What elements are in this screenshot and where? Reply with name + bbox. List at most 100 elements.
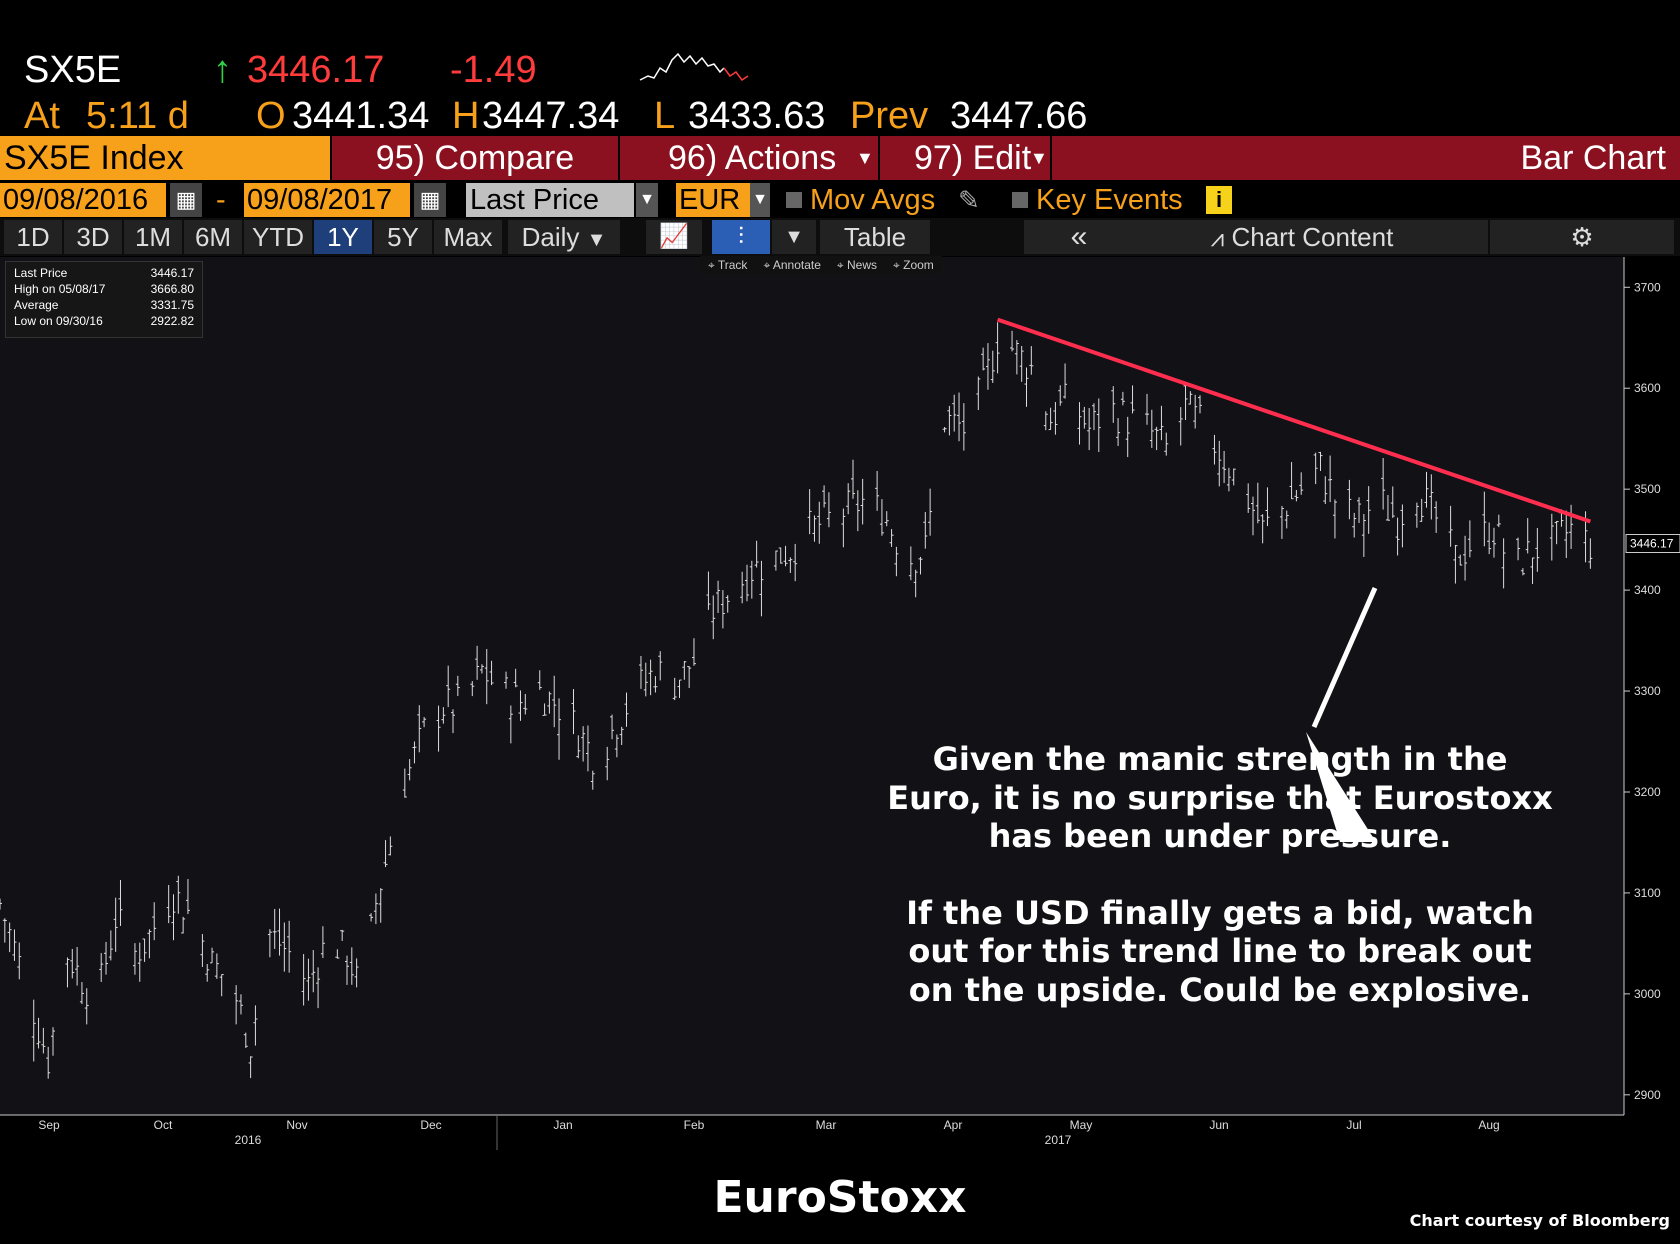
edit-menu[interactable]: 97) Edit ▼ xyxy=(880,136,1050,180)
period-button-6m[interactable]: 6M xyxy=(184,220,242,254)
caret-down-icon[interactable]: ▼ xyxy=(772,220,816,254)
x-tick-label: Sep xyxy=(38,1118,60,1132)
x-tick-label: Nov xyxy=(286,1118,307,1132)
open-value: 3441.34 xyxy=(292,95,430,137)
last-value-label: 3446.17 xyxy=(1630,537,1674,551)
security-field[interactable]: SX5E Index xyxy=(0,136,330,180)
info-icon[interactable]: i xyxy=(1206,186,1232,214)
x-tick-label: Jun xyxy=(1209,1118,1228,1132)
period-button-1d[interactable]: 1D xyxy=(4,220,62,254)
annotation-line: Euro, it is no surprise that Eurostoxx xyxy=(887,778,1553,817)
year-label: 2016 xyxy=(235,1133,262,1147)
high-label: H xyxy=(452,95,480,137)
date-to-input[interactable]: 09/08/2017 xyxy=(244,183,410,217)
y-tick-label: 3700 xyxy=(1634,280,1661,294)
annotation-arrow-head xyxy=(1306,732,1376,842)
quote-time: 5:11 d xyxy=(86,95,189,137)
line-chart-icon[interactable]: 📈 xyxy=(646,220,702,254)
open-label: O xyxy=(256,95,286,137)
chart-content-button[interactable]: ⩘ Chart Content xyxy=(1116,220,1488,254)
actions-label: 96) Actions xyxy=(668,139,837,177)
prev-label: Prev xyxy=(850,95,929,137)
calendar-icon[interactable]: ▦ xyxy=(170,183,202,217)
trend-line xyxy=(996,317,1592,524)
pencil-icon[interactable]: ✎ xyxy=(958,185,980,215)
x-tick-label: Oct xyxy=(154,1118,173,1132)
footer-title: EuroStoxx xyxy=(713,1172,967,1223)
tool-annotate[interactable]: ⌖ Annotate xyxy=(763,258,821,272)
toolbar: SX5E Index 95) Compare 96) Actions ▼ 97)… xyxy=(0,136,1680,180)
chart-content-icon: ⩘ xyxy=(1210,225,1225,252)
legend-row-low: Low on 09/30/16 2922.82 xyxy=(14,314,194,328)
ticker-symbol: SX5E xyxy=(24,49,122,91)
period-button-ytd[interactable]: YTD xyxy=(244,220,312,254)
key-events-label: Key Events xyxy=(1036,184,1183,216)
price-chart[interactable]: 2900 3000 3100 3200 3300 3400 3500 3600 3700 3446… xyxy=(0,257,1680,1150)
x-tick-label: Aug xyxy=(1478,1118,1499,1132)
frequency-label: Daily xyxy=(521,222,580,252)
currency-select[interactable]: EUR xyxy=(676,183,750,217)
annotation-line: Given the manic strength in the xyxy=(932,740,1508,778)
period-button-max[interactable]: Max xyxy=(434,220,502,254)
high-value: 3447.34 xyxy=(482,95,620,137)
bar-chart-icon[interactable]: ⫶ xyxy=(712,220,770,254)
price-change: -1.49 xyxy=(450,49,537,91)
date-from-input[interactable]: 09/08/2016 xyxy=(0,183,166,217)
y-tick-label: 3000 xyxy=(1634,987,1661,1001)
legend-row-high: High on 05/08/17 3666.80 xyxy=(14,282,194,296)
period-button-3d[interactable]: 3D xyxy=(64,220,122,254)
last-value-box xyxy=(1625,534,1680,554)
chart-type-label: Bar Chart xyxy=(1052,136,1680,180)
mov-avgs-label: Mov Avgs xyxy=(810,184,936,216)
y-tick-label: 3200 xyxy=(1634,785,1661,799)
low-value: 3433.63 xyxy=(688,95,826,137)
calendar-icon[interactable]: ▦ xyxy=(414,183,446,217)
low-label: L xyxy=(654,95,676,137)
field-select[interactable]: Last Price xyxy=(466,183,634,217)
at-label: At xyxy=(24,95,60,137)
y-tick-label: 3300 xyxy=(1634,684,1661,698)
collapse-button[interactable]: « xyxy=(1024,220,1134,254)
compare-button[interactable]: 95) Compare xyxy=(332,136,618,180)
tool-track[interactable]: ⌖ Track xyxy=(708,258,748,272)
frequency-select[interactable]: Daily ▼ xyxy=(508,220,620,254)
caret-down-icon[interactable]: ▼ xyxy=(636,183,658,217)
intraday-sparkline-icon xyxy=(639,52,749,82)
date-separator: - xyxy=(216,184,226,216)
mov-avgs-checkbox[interactable] xyxy=(786,192,802,208)
y-tick-label: 3500 xyxy=(1634,482,1661,496)
chart-content-label: Chart Content xyxy=(1231,222,1394,252)
chart-legend: Last Price 3446.17 High on 05/08/17 3666.8… xyxy=(5,261,203,338)
prev-value: 3447.66 xyxy=(950,95,1088,137)
controls-row: 09/08/2016 ▦ - 09/08/2017 ▦ Last Price ▼… xyxy=(0,182,1680,218)
period-button-1y[interactable]: 1Y xyxy=(314,220,372,254)
period-row: 1D 3D 1M 6M YTD 1Y 5Y Max Daily ▼ 📈 ⫶ ▼ Table «… xyxy=(0,218,1680,256)
table-button[interactable]: Table xyxy=(820,220,930,254)
legend-row-last: Last Price 3446.17 xyxy=(14,266,194,280)
caret-down-icon: ▼ xyxy=(1030,148,1048,168)
period-button-5y[interactable]: 5Y xyxy=(374,220,432,254)
x-tick-label: Jan xyxy=(553,1118,572,1132)
tool-zoom[interactable]: ⌖ Zoom xyxy=(893,258,934,272)
annotation-line: If the USD finally gets a bid, watch xyxy=(906,893,1534,932)
actions-menu[interactable]: 96) Actions ▼ xyxy=(620,136,878,180)
x-tick-label: Dec xyxy=(420,1118,441,1132)
caret-down-icon[interactable]: ▼ xyxy=(750,183,770,217)
year-label: 2017 xyxy=(1045,1133,1072,1147)
caret-down-icon: ▼ xyxy=(856,148,874,168)
x-tick-label: Mar xyxy=(816,1118,837,1132)
x-tick-label: Jul xyxy=(1346,1118,1361,1132)
chart-credit: Chart courtesy of Bloomberg xyxy=(1409,1211,1670,1230)
settings-gear-icon[interactable]: ⚙ xyxy=(1490,220,1674,254)
tool-news[interactable]: ⌖ News xyxy=(836,258,878,272)
x-axis-ticks: Sep Oct Nov Dec Jan Feb Mar Apr May Jun Jul Aug 2016… xyxy=(38,1115,1500,1150)
price-bars xyxy=(0,322,1593,1079)
x-tick-label: May xyxy=(1070,1118,1093,1132)
period-button-1m[interactable]: 1M xyxy=(124,220,182,254)
key-events-checkbox[interactable] xyxy=(1012,192,1028,208)
plot-background xyxy=(0,257,1624,1115)
caret-down-icon: ▼ xyxy=(586,229,607,251)
annotation-arrow-shaft xyxy=(1311,586,1378,729)
edit-label: 97) Edit xyxy=(914,139,1032,177)
annotation-line: out for this trend line to break out xyxy=(908,932,1532,970)
